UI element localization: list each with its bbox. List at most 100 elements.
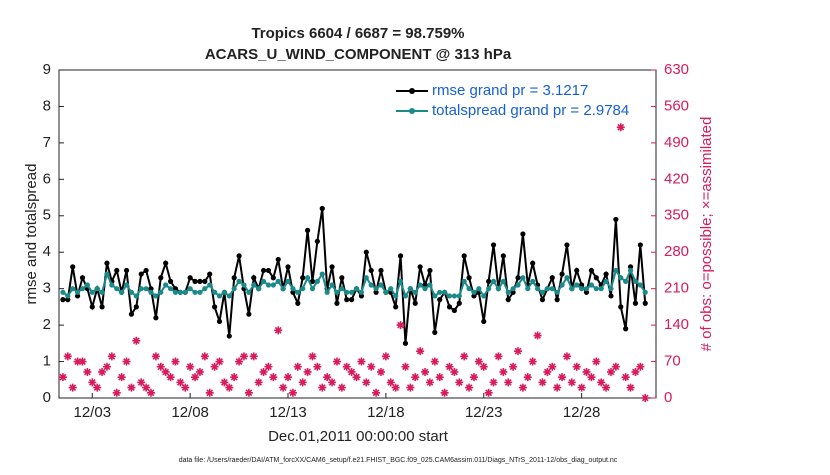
series-marker — [603, 278, 609, 284]
obs-marker — [582, 367, 591, 376]
y2-tick-label: 490 — [664, 134, 689, 151]
obs-marker — [63, 352, 72, 361]
obs-marker — [347, 367, 356, 376]
series-marker — [344, 289, 350, 295]
series-marker — [309, 278, 316, 284]
series-marker — [368, 267, 374, 274]
series-marker — [456, 300, 462, 306]
obs-marker — [171, 357, 180, 366]
obs-marker — [342, 362, 351, 371]
series-marker — [74, 289, 81, 295]
series-marker — [451, 293, 457, 299]
series-marker — [197, 278, 203, 284]
series-marker — [246, 311, 252, 317]
y2-tick-label: 210 — [664, 280, 689, 297]
obs-marker — [494, 352, 503, 361]
series-marker — [495, 286, 502, 292]
x-tick-label: 12/28 — [563, 404, 601, 421]
series-marker — [417, 282, 423, 288]
series-marker — [344, 297, 350, 303]
obs-marker — [156, 362, 165, 371]
series-marker — [579, 286, 585, 292]
series-marker — [187, 275, 193, 281]
series-marker — [402, 340, 409, 346]
y2-tick-label: 140 — [664, 316, 689, 333]
series-marker — [60, 289, 66, 295]
series-marker — [143, 267, 149, 274]
y-axis-label: rmse and totalspread — [23, 164, 40, 305]
y2-tick-label: 630 — [664, 61, 689, 78]
series-marker — [549, 286, 555, 292]
series-marker — [251, 275, 257, 281]
series-marker — [520, 275, 526, 281]
series-marker — [329, 282, 335, 288]
obs-marker — [288, 388, 297, 397]
legend-label: rmse grand pr = 3.1217 — [432, 82, 588, 99]
obs-marker — [318, 383, 327, 392]
series-marker — [456, 293, 462, 299]
y2-tick-label: 420 — [664, 170, 689, 187]
obs-marker — [523, 373, 532, 382]
series-marker — [378, 267, 384, 274]
series-marker — [304, 275, 311, 281]
obs-marker — [543, 367, 552, 376]
series-marker — [505, 297, 511, 303]
series-marker — [583, 289, 590, 295]
obs-marker — [254, 378, 263, 387]
series-marker — [598, 286, 604, 292]
series-marker — [378, 282, 384, 288]
obs-marker — [191, 373, 200, 382]
series-marker — [627, 267, 634, 274]
series-marker — [481, 318, 487, 325]
obs-marker — [225, 383, 234, 392]
obs-marker — [572, 362, 581, 371]
series-marker — [207, 271, 213, 277]
obs-marker — [122, 357, 131, 366]
series-marker — [300, 275, 306, 281]
series-marker — [564, 242, 570, 248]
series-marker — [65, 297, 71, 303]
obs-marker — [386, 378, 395, 387]
obs-marker — [313, 362, 322, 371]
series-marker — [402, 293, 409, 299]
obs-marker — [98, 367, 107, 376]
series-marker — [544, 286, 550, 292]
series-marker — [623, 326, 629, 332]
series-marker — [481, 293, 487, 299]
obs-marker — [553, 383, 562, 392]
series-marker — [490, 278, 497, 284]
obs-marker — [230, 373, 239, 382]
obs-marker — [362, 378, 371, 387]
series-marker — [549, 275, 555, 281]
series-marker — [446, 293, 453, 299]
series-marker — [363, 249, 369, 255]
obs-marker — [484, 388, 493, 397]
series-marker — [251, 282, 257, 288]
obs-marker — [146, 388, 155, 397]
obs-marker — [337, 383, 346, 392]
series-marker — [192, 278, 198, 284]
obs-marker — [641, 394, 650, 402]
y-tick-label: 1 — [43, 353, 51, 370]
series-marker — [530, 260, 536, 266]
series-marker — [593, 275, 599, 281]
series-marker — [637, 282, 643, 288]
obs-marker — [421, 367, 430, 376]
series-marker — [363, 275, 369, 281]
series-marker — [79, 286, 86, 292]
series-marker — [290, 286, 296, 292]
obs-marker — [83, 367, 92, 376]
series-marker — [265, 267, 272, 274]
series-marker — [295, 289, 301, 295]
chart-title: Tropics 6604 / 6687 = 98.759% — [251, 25, 464, 42]
obs-marker — [425, 378, 434, 387]
series-marker — [515, 275, 521, 281]
obs-marker — [518, 383, 527, 392]
footnote: data file: /Users/raeder/DAI/ATM_forcXX/… — [179, 457, 618, 464]
obs-marker — [210, 362, 219, 371]
obs-marker — [499, 367, 508, 376]
series-marker — [309, 286, 316, 292]
series-marker — [123, 282, 130, 288]
series-marker — [177, 289, 183, 295]
obs-marker — [249, 352, 258, 361]
